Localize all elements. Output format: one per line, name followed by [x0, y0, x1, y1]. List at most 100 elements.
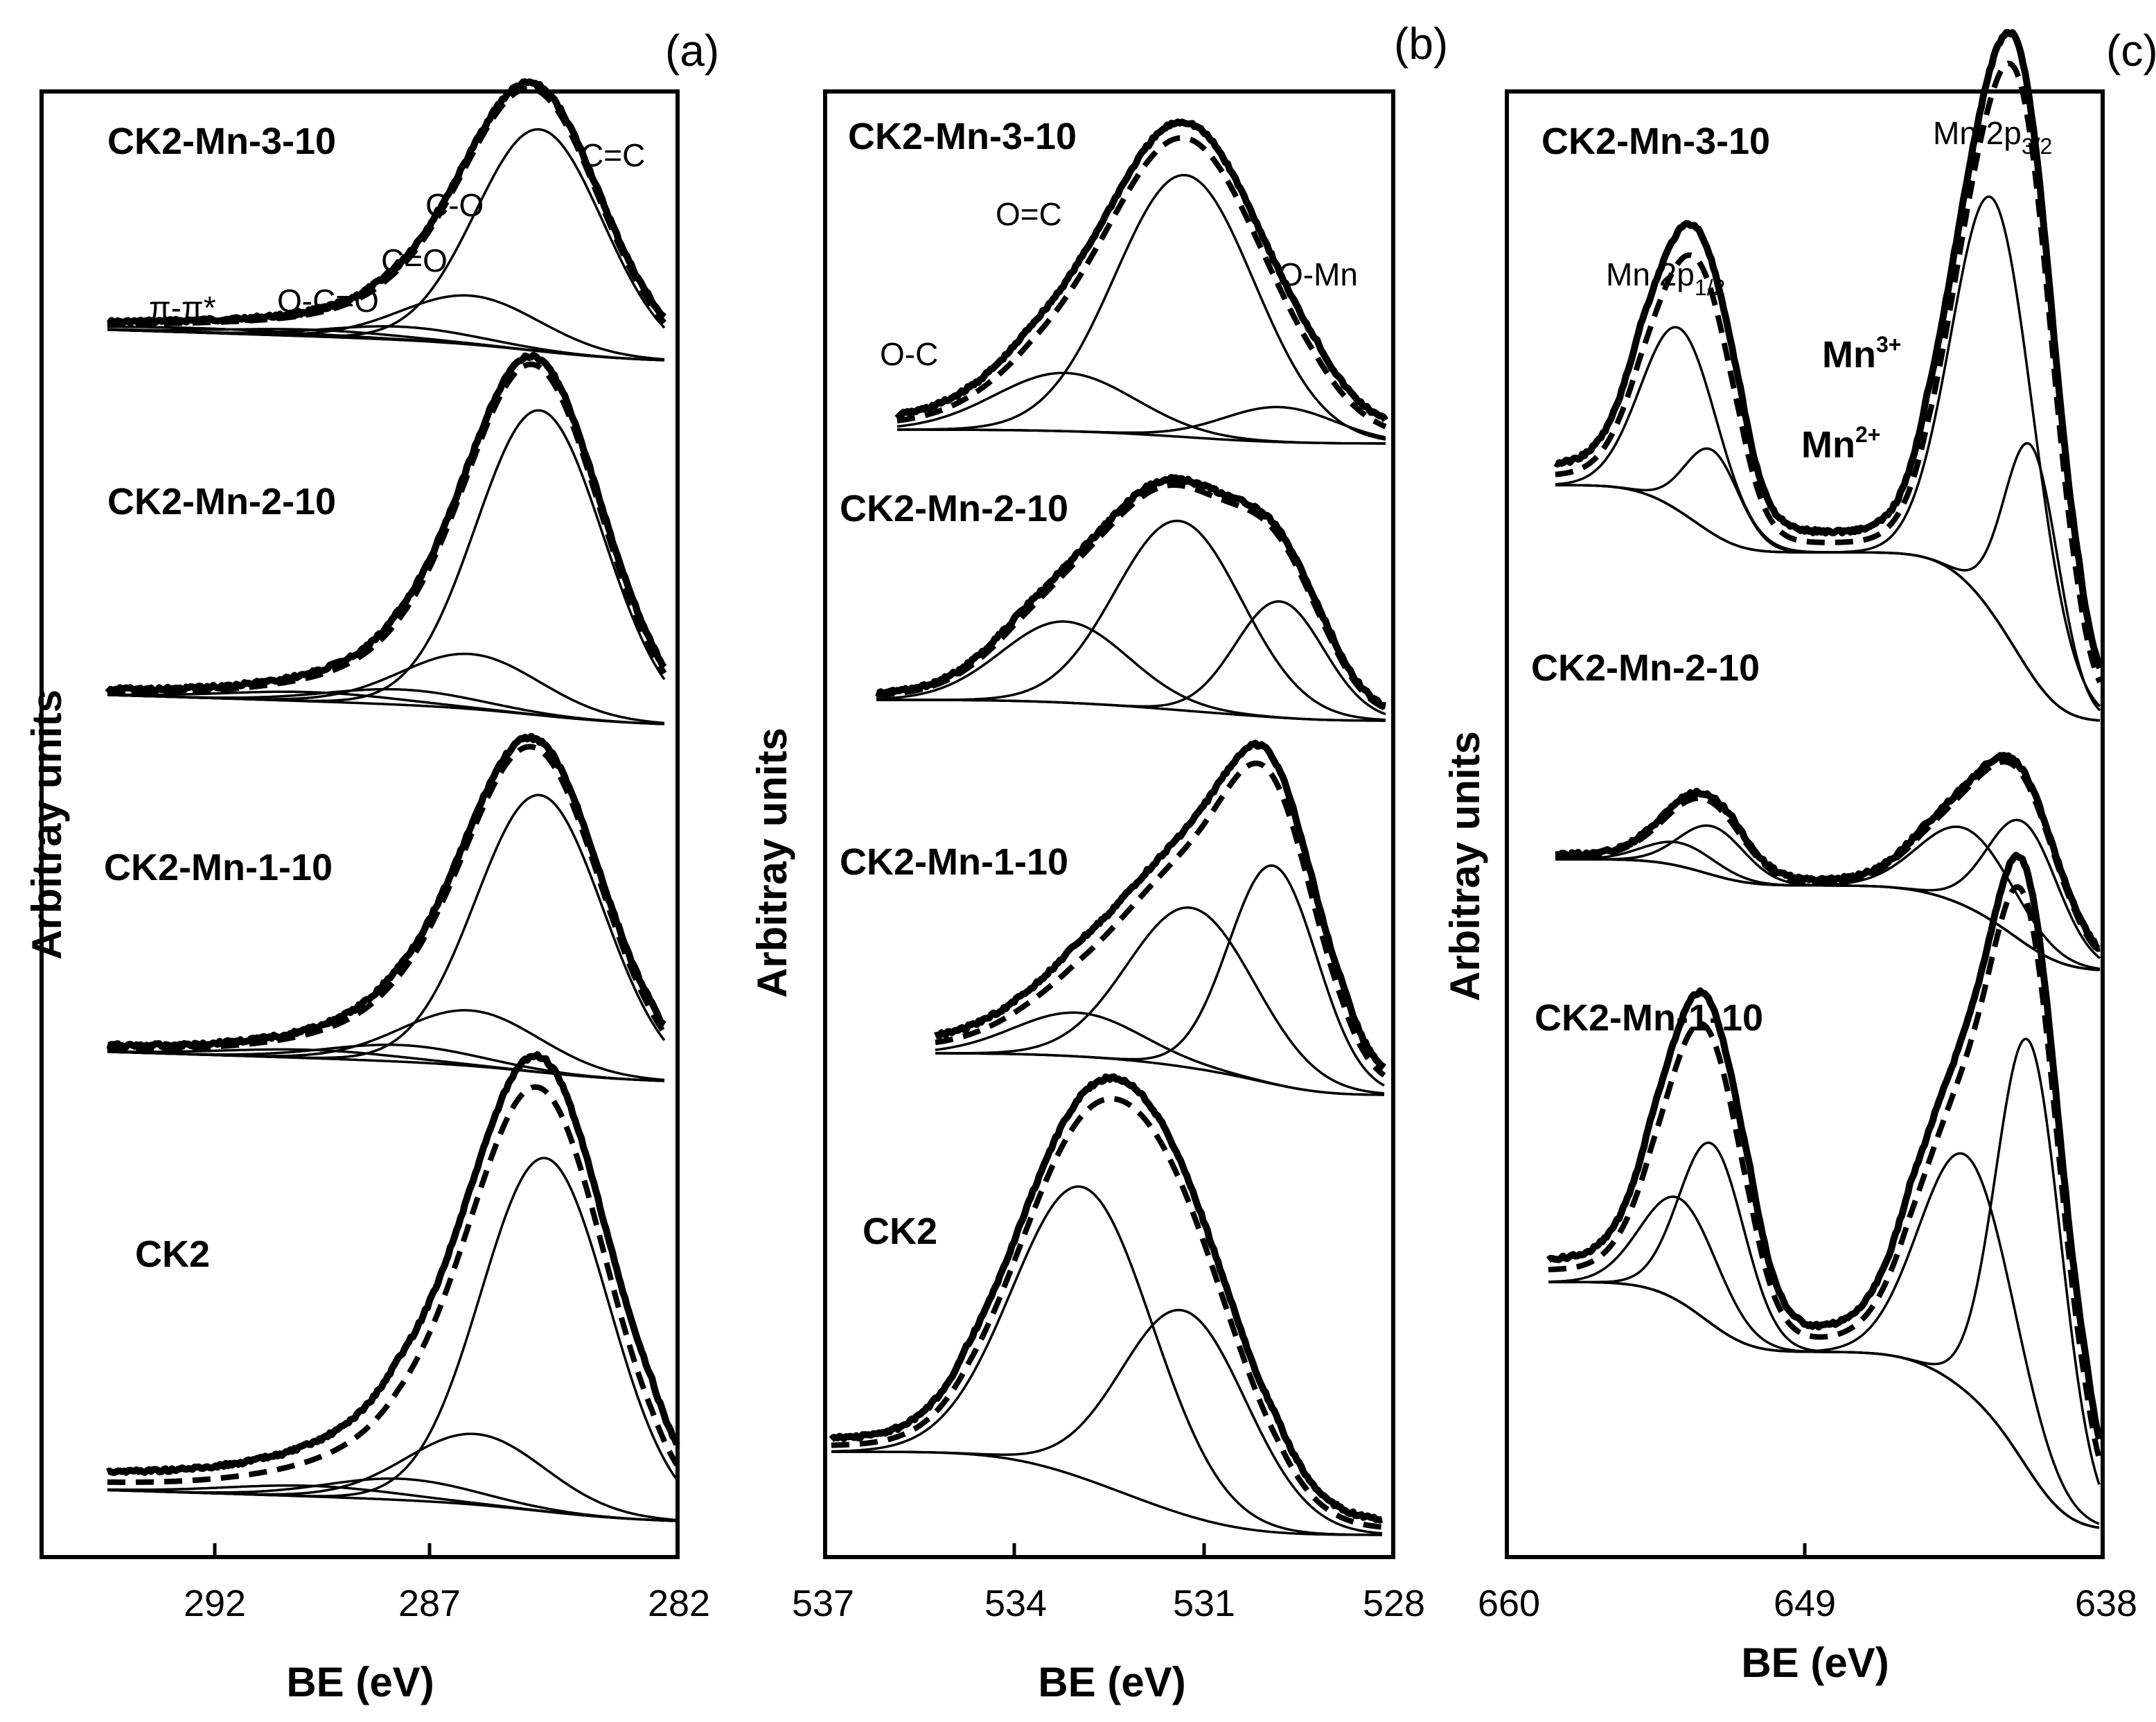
- panel-c-xlabel: BE (eV): [1741, 1640, 1889, 1686]
- label-c-ck2-mn-3-10: CK2-Mn-3-10: [1541, 121, 1770, 162]
- tick-label-b-537: 537: [792, 1583, 854, 1624]
- tick-label-a-287: 287: [398, 1583, 461, 1624]
- component-p2-t2-0: [1548, 1195, 2100, 1529]
- panel-b-label: (b): [1394, 19, 1448, 69]
- experimental-p1-t2: [934, 739, 1387, 1071]
- label-b-ck2-mn-1-10: CK2-Mn-1-10: [840, 841, 1068, 883]
- component-p0-t1-3: [107, 690, 665, 726]
- component-p1-t1-2: [876, 600, 1386, 716]
- component-p1-t3-1: [831, 1308, 1383, 1535]
- experimental-p0-t3: [106, 1051, 680, 1476]
- component-p1-t2-2: [935, 864, 1385, 1087]
- label-b-ck2-mn-2-10: CK2-Mn-2-10: [840, 488, 1068, 529]
- component-p1-t3-0: [831, 1185, 1383, 1536]
- experimental-p1-t0: [894, 118, 1389, 423]
- component-p1-t1-1: [876, 519, 1386, 721]
- fit-envelope-p0-t1: [107, 361, 667, 695]
- component-p0-t0-4: [107, 325, 665, 362]
- component-p1-t0-0: [896, 371, 1386, 445]
- peak-label-c-dbl-o: C=O: [381, 243, 448, 279]
- panel-a-ticks: [213, 1543, 680, 1557]
- component-p1-t2-1: [935, 906, 1385, 1095]
- spectra-layer: [105, 29, 2103, 1536]
- mn-2p12-base: Mn 2p: [1606, 256, 1695, 292]
- fit-envelope-p1-t2: [935, 760, 1386, 1078]
- mn3-base: Mn: [1822, 334, 1876, 376]
- fit-envelope-p0-t3: [107, 1084, 680, 1485]
- experimental-p1-t3: [829, 1073, 1384, 1524]
- fit-envelope-p2-t0: [1555, 60, 2103, 684]
- mn-2p32-base: Mn 2p: [1933, 115, 2022, 151]
- component-p2-t1-2: [1555, 825, 2101, 970]
- experimental-p2-t1: [1554, 752, 2101, 952]
- experimental-p2-t0: [1553, 29, 2103, 669]
- peak-label-mn2: Mn2+: [1801, 422, 1880, 466]
- panel-c-frame: [1505, 89, 2105, 1559]
- mn-2p32-sub: 3/2: [2022, 134, 2052, 159]
- label-a-ck2-mn-1-10: CK2-Mn-1-10: [104, 847, 333, 888]
- panel-b-ylabel: Arbitray units: [749, 728, 795, 998]
- peak-label-omn: O-Mn: [1278, 256, 1358, 292]
- label-b-ck2: CK2: [863, 1211, 937, 1252]
- component-p1-t0-1: [897, 173, 1386, 441]
- panel-a-frame: [39, 89, 680, 1559]
- component-p1-t2-0: [935, 1011, 1385, 1096]
- panel-c-ticks: [1505, 1543, 2105, 1557]
- tick-label-c-649: 649: [1774, 1583, 1836, 1624]
- component-p0-t2-3: [107, 1048, 665, 1082]
- peak-label-mn-2p12: Mn 2p1/2: [1606, 256, 1725, 300]
- mn-2p12-sub: 1/2: [1695, 275, 1725, 300]
- panel-b-xlabel: BE (eV): [1038, 1659, 1185, 1705]
- tick-label-b-534: 534: [984, 1583, 1047, 1624]
- panel-c-ylabel: Arbitray units: [1442, 731, 1488, 1001]
- component-p2-t0-3: [1555, 441, 2101, 712]
- panel-a-label: (a): [665, 26, 719, 76]
- component-p1-t0-2: [897, 405, 1386, 439]
- tick-label-b-528: 528: [1363, 1583, 1425, 1624]
- experimental-p1-t1: [875, 473, 1387, 710]
- panel-c-label: (c): [2106, 26, 2156, 76]
- mn3-sup: 3+: [1876, 332, 1901, 357]
- experimental-p0-t1: [105, 351, 667, 694]
- fit-envelope-p1-t0: [896, 134, 1387, 430]
- label-a-ck2: CK2: [135, 1233, 210, 1275]
- panel-b-ticks: [823, 1543, 1395, 1557]
- label-c-ck2-mn-1-10: CK2-Mn-1-10: [1535, 997, 1763, 1039]
- label-a-ck2-mn-2-10: CK2-Mn-2-10: [107, 481, 336, 522]
- peak-label-pipi: π-π*: [149, 290, 216, 326]
- tick-label-a-282: 282: [648, 1583, 710, 1624]
- experimental-p0-t0: [106, 78, 666, 327]
- tick-label-a-292: 292: [184, 1583, 246, 1624]
- panel-a-xlabel: BE (eV): [286, 1659, 434, 1705]
- tick-label-b-531: 531: [1173, 1583, 1235, 1624]
- tick-label-c-638: 638: [2075, 1583, 2137, 1624]
- component-p0-t3-1: [107, 1432, 678, 1522]
- peak-label-mn-2p32: Mn 2p3/2: [1933, 115, 2052, 159]
- experimental-p0-t2: [106, 732, 666, 1051]
- panel-b-frame: [823, 89, 1395, 1559]
- peak-label-cc: C=C: [581, 137, 645, 173]
- background-p1-t1: [876, 699, 1386, 722]
- label-c-ck2-mn-2-10: CK2-Mn-2-10: [1531, 647, 1760, 689]
- panel-a-ylabel: Arbitray units: [24, 689, 70, 960]
- mn2-sup: 2+: [1855, 422, 1880, 447]
- fit-envelope-p1-t3: [831, 1096, 1383, 1530]
- fit-envelope-p0-t2: [107, 744, 667, 1052]
- peak-label-oc: O-C: [880, 336, 938, 372]
- experimental-p2-t2: [1546, 852, 2103, 1440]
- fit-envelope-p2-t2: [1548, 884, 2102, 1459]
- label-a-ck2-mn-3-10: CK2-Mn-3-10: [107, 121, 336, 162]
- peak-label-o-dbl-c: O=C: [996, 196, 1062, 232]
- peak-label-oco: O-C=O: [277, 283, 379, 319]
- mn2-base: Mn: [1801, 424, 1855, 466]
- component-p2-t2-3: [1548, 1037, 2101, 1485]
- component-p0-t3-3: [107, 1484, 678, 1522]
- peak-label-mn3: Mn3+: [1822, 332, 1901, 376]
- component-p2-t1-3: [1555, 818, 2101, 960]
- peak-label-co: C-O: [425, 187, 484, 223]
- label-b-ck2-mn-3-10: CK2-Mn-3-10: [848, 116, 1077, 157]
- background-p1-t2: [935, 1052, 1385, 1096]
- tick-label-c-660: 660: [1478, 1583, 1540, 1624]
- component-p1-t1-0: [876, 620, 1386, 722]
